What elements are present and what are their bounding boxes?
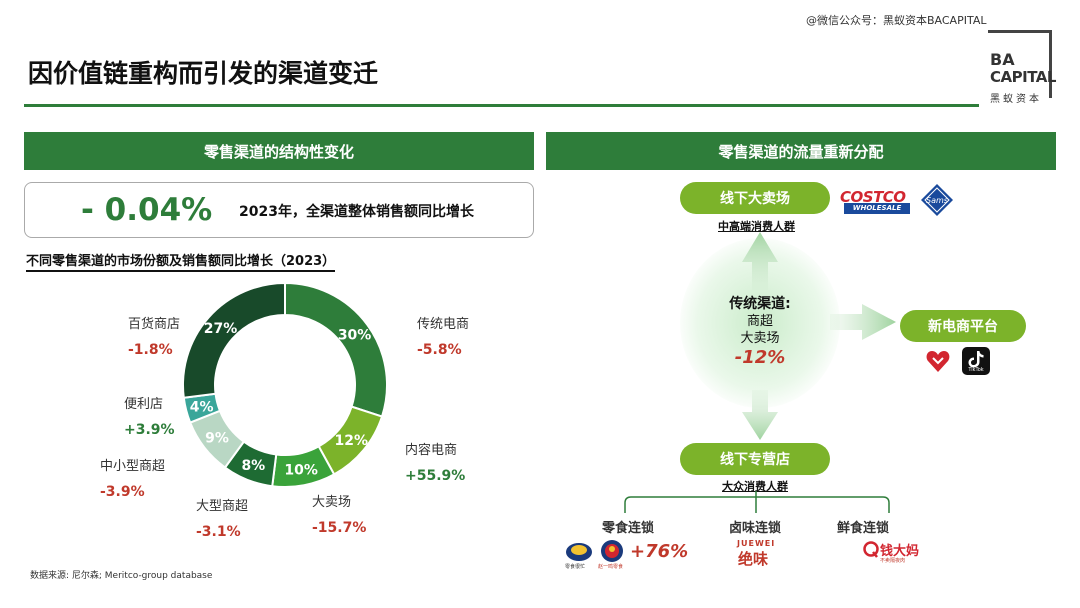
juewei-logo-en: JUEWEI	[737, 539, 776, 548]
snack-brand-caption-1: 零食很忙	[565, 564, 586, 570]
donut-label-large-supermarket: 大型商超 -3.1%	[196, 498, 248, 542]
donut-slice-label-traditional-ecommerce: 30%	[338, 327, 372, 343]
donut-category-growth: -3.1%	[196, 524, 241, 540]
donut-slice-department-store	[182, 281, 286, 399]
watermark: @微信公众号：黑蚁资本BACAPITAL	[806, 14, 987, 27]
category-braised-chain: 卤味连锁	[729, 521, 782, 536]
logo-frame-right	[1049, 30, 1052, 98]
donut-slice-label-convenience-store: 4%	[190, 399, 214, 415]
snack-brand-caption-2: 赵一鸣零食	[598, 564, 624, 570]
offline-specialty-store-pill: 线下专营店	[680, 443, 830, 475]
sams-text: Sams	[926, 196, 948, 205]
logo-text-ba: BA	[990, 50, 1015, 69]
donut-category-name: 百货商店	[128, 317, 181, 332]
traditional-channel-supermarket: 商超	[746, 314, 773, 329]
right-panel-header: 零售渠道的流量重新分配	[546, 132, 1056, 170]
snack-chain-growth: +76%	[630, 541, 689, 562]
summary-value: - 0.04%	[81, 192, 213, 228]
donut-slice-label-hypermarket: 10%	[284, 462, 318, 478]
qiandama-logo-icon	[863, 541, 879, 558]
category-fresh-food-chain: 鲜食连锁	[837, 521, 890, 536]
donut-slice-label-large-supermarket: 8%	[241, 458, 265, 474]
chart-subtitle: 不同零售渠道的市场份额及销售额同比增长（2023）	[26, 250, 336, 272]
costco-sub-text: WHOLESALE	[844, 203, 910, 214]
donut-label-convenience-store: 便利店 +3.9%	[124, 396, 175, 440]
snack-brand-logo-1	[566, 543, 592, 561]
donut-category-growth: -5.8%	[417, 342, 462, 358]
donut-category-growth: -15.7%	[312, 520, 367, 536]
donut-category-name: 传统电商	[417, 317, 470, 332]
donut-slice-label-content-ecommerce: 12%	[335, 433, 369, 449]
summary-text: 2023年，全渠道整体销售额同比增长	[239, 204, 474, 220]
traditional-channel-text: 传统渠道: 商超 大卖场 -12%	[700, 296, 820, 369]
donut-label-small-supermarket: 中小型商超 -3.9%	[100, 458, 165, 502]
data-source: 数据来源: 尼尔森; Meritco-group database	[30, 571, 213, 581]
sams-club-logo: Sams	[921, 184, 953, 216]
arrow-down	[742, 390, 778, 440]
tiktok-logo: TikTok	[962, 347, 990, 375]
snack-brand-logo-2	[601, 540, 623, 562]
donut-label-traditional-ecommerce: 传统电商 -5.8%	[417, 316, 469, 360]
title-divider	[24, 104, 979, 107]
donut-category-growth: -3.9%	[100, 484, 145, 500]
costco-logo: COSTCO WHOLESALE	[840, 188, 912, 214]
donut-label-department-store: 百货商店 -1.8%	[128, 316, 180, 360]
jd-logo-icon	[926, 351, 950, 372]
arrow-up	[742, 232, 778, 290]
offline-hypermarket-pill: 线下大卖场	[680, 182, 830, 214]
donut-label-content-ecommerce: 内容电商 +55.9%	[405, 442, 465, 486]
donut-category-name: 中小型商超	[100, 459, 166, 474]
logo-text-capital: CAPITAL	[990, 68, 1056, 86]
qiandama-logo-cn: 钱大妈	[880, 544, 920, 559]
donut-category-name: 大型商超	[196, 499, 249, 514]
costco-main-text: COSTCO	[840, 188, 906, 206]
tiktok-note-icon	[968, 351, 984, 368]
juewei-logo-cn: 绝味	[738, 550, 769, 568]
donut-slice-label-small-supermarket: 9%	[205, 431, 229, 447]
arrow-right	[830, 304, 896, 340]
high-end-consumer-label: 中高端消费人群	[718, 220, 795, 233]
donut-category-growth: +55.9%	[405, 468, 466, 484]
ba-capital-logo: BA CAPITAL 黑蚁资本	[988, 30, 1056, 108]
donut-category-name: 内容电商	[405, 443, 458, 458]
traditional-channel-hypermarket: 大卖场	[740, 331, 780, 346]
logo-frame-top	[988, 30, 1052, 33]
logo-text-cn: 黑蚁资本	[990, 94, 1042, 105]
donut-label-hypermarket: 大卖场 -15.7%	[312, 494, 366, 538]
donut-category-growth: +3.9%	[124, 422, 175, 438]
left-panel-header: 零售渠道的结构性变化	[24, 132, 534, 170]
traditional-channel-growth: -12%	[734, 347, 786, 368]
summary-box: - 0.04% 2023年，全渠道整体销售额同比增长	[24, 182, 534, 238]
new-ecommerce-pill: 新电商平台	[900, 310, 1026, 342]
donut-category-growth: -1.8%	[128, 342, 173, 358]
donut-category-name: 大卖场	[312, 495, 352, 510]
page-title: 因价值链重构而引发的渠道变迁	[28, 59, 379, 88]
tiktok-text: TikTok	[968, 367, 984, 373]
mass-consumer-label: 大众消费人群	[722, 480, 788, 493]
traditional-channel-title: 传统渠道:	[729, 296, 791, 312]
qiandama-caption: 不卖隔夜肉	[880, 558, 906, 564]
donut-slice-label-department-store: 27%	[204, 321, 238, 337]
category-snack-chain: 零食连锁	[602, 521, 655, 536]
donut-category-name: 便利店	[124, 397, 164, 412]
